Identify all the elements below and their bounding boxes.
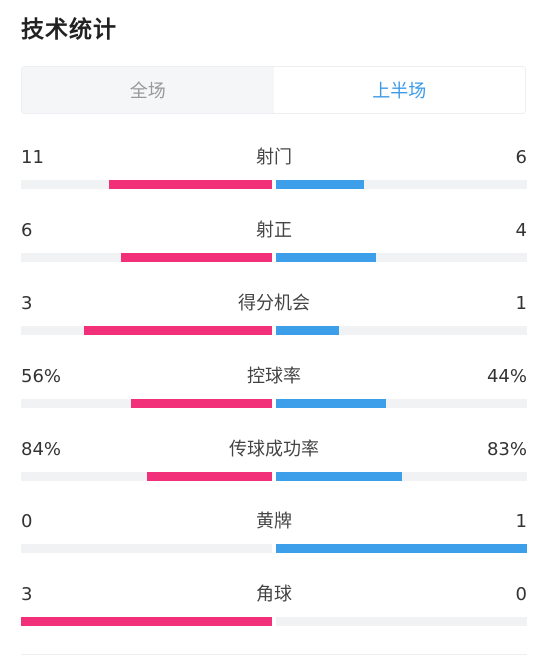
page-title: 技术统计 — [21, 17, 117, 43]
tab-full-match[interactable]: 全场 — [22, 67, 274, 113]
home-bar — [108, 180, 272, 189]
away-value: 1 — [515, 293, 527, 314]
home-bar-track — [21, 180, 272, 189]
stat-row-shots-on-target: 6 射正 4 — [21, 219, 527, 265]
away-bar-track — [276, 253, 527, 262]
away-bar-track — [276, 180, 527, 189]
stat-label: 射正 — [256, 220, 292, 241]
away-bar — [276, 180, 364, 189]
stat-row-shots: 11 射门 6 — [21, 146, 527, 192]
away-bar-track — [276, 399, 527, 408]
stat-label: 得分机会 — [238, 293, 310, 314]
home-value: 11 — [21, 147, 44, 168]
home-bar-track — [21, 326, 272, 335]
home-bar — [83, 326, 272, 335]
home-bar — [131, 399, 272, 408]
period-tabs: 全场 上半场 — [21, 66, 526, 114]
stat-row-pass-accuracy: 84% 传球成功率 83% — [21, 438, 527, 484]
home-value: 56% — [21, 366, 62, 387]
home-bar-track — [21, 617, 272, 626]
home-bar — [121, 253, 272, 262]
stat-row-yellow-cards: 0 黄牌 1 — [21, 510, 527, 556]
away-bar — [276, 253, 377, 262]
away-bar-track — [276, 544, 527, 553]
away-value: 83% — [486, 439, 527, 460]
stat-row-corners: 3 角球 0 — [21, 583, 527, 629]
home-value: 3 — [21, 293, 33, 314]
stat-label: 传球成功率 — [229, 439, 319, 460]
away-bar-track — [276, 617, 527, 626]
stat-row-chances: 3 得分机会 1 — [21, 292, 527, 338]
home-value: 84% — [21, 439, 62, 460]
away-value: 44% — [486, 366, 527, 387]
away-bar — [276, 544, 527, 553]
home-bar-track — [21, 399, 272, 408]
away-bar-track — [276, 326, 527, 335]
away-bar-track — [276, 472, 527, 481]
stat-row-possession: 56% 控球率 44% — [21, 365, 527, 411]
tab-first-half[interactable]: 上半场 — [273, 67, 525, 113]
away-value: 4 — [515, 220, 527, 241]
stat-label: 黄牌 — [256, 511, 292, 532]
home-bar — [21, 617, 272, 626]
away-bar — [276, 326, 339, 335]
away-value: 1 — [515, 511, 527, 532]
away-bar — [276, 399, 387, 408]
home-value: 0 — [21, 511, 33, 532]
divider — [21, 654, 527, 655]
stat-label: 角球 — [256, 584, 292, 605]
away-bar — [276, 472, 402, 481]
home-bar — [146, 472, 272, 481]
home-bar-track — [21, 472, 272, 481]
home-value: 6 — [21, 220, 33, 241]
home-bar-track — [21, 253, 272, 262]
home-value: 3 — [21, 584, 33, 605]
stat-label: 控球率 — [247, 366, 301, 387]
away-value: 0 — [515, 584, 527, 605]
home-bar-track — [21, 544, 272, 553]
stat-label: 射门 — [256, 147, 292, 168]
away-value: 6 — [515, 147, 527, 168]
